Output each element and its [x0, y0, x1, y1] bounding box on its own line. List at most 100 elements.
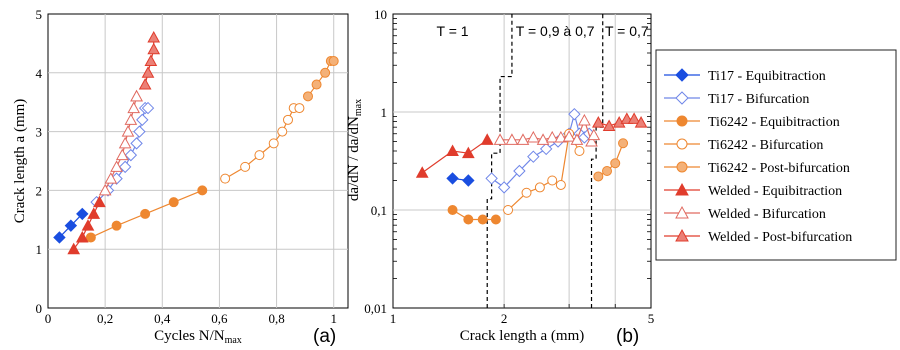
legend-swatch-marker: [675, 205, 689, 219]
panel-b-region-annotation: T = 0,7: [605, 23, 649, 39]
panel-b-point: [554, 130, 568, 143]
panel-b-point: [516, 133, 530, 145]
panel-a-point: [87, 207, 101, 219]
panel-a-point: [67, 242, 81, 255]
panel-b-point: [602, 166, 613, 177]
panel-b-series-line: [421, 139, 488, 174]
panel-b-ylabel-sub: max: [353, 99, 364, 116]
panel-a-point: [81, 219, 95, 231]
panel-b-point: [493, 133, 507, 145]
panel-b-point: [539, 142, 553, 156]
panel-b-point: [634, 116, 648, 128]
panel-a-point: [130, 137, 143, 150]
panel-b-point: [570, 133, 584, 145]
panel-a-x-tick-label: 1: [330, 311, 337, 326]
panel-a-point: [303, 91, 313, 102]
panel-b-y-tick-label: 0,01: [364, 301, 387, 316]
panel-b-point: [490, 214, 501, 225]
panel-b-region-divider-2: [590, 14, 604, 308]
legend-entry-label: Ti17 - Equibitraction: [708, 69, 826, 84]
panel-a-point: [168, 197, 179, 208]
panel-b-point: [585, 134, 598, 147]
legend-entry-label: Ti17 - Bifurcation: [708, 92, 809, 107]
panel-a-point: [283, 114, 293, 125]
legend-entry-label: Ti6242 - Bifurcation: [708, 138, 823, 153]
panel-b-region-divider-1: [486, 14, 513, 308]
panel-b-point: [555, 179, 566, 190]
panel-a-point: [140, 208, 151, 219]
panel-b-point: [503, 205, 514, 215]
legend-swatch-marker: [676, 138, 688, 150]
panel-a-point: [111, 220, 122, 231]
panel-b-point: [527, 150, 540, 163]
panel-b-point: [547, 175, 558, 186]
panel-b-regions: T = 1 T = 0,9 à 0,7 T = 0,7: [437, 14, 649, 308]
panel-b-point: [574, 145, 585, 156]
panel-b-point: [610, 158, 621, 169]
panel-b-point: [536, 133, 550, 145]
panel-b-point: [627, 112, 641, 124]
panel-a-point: [75, 230, 89, 243]
panel-a-x-tick-label: 0,8: [268, 311, 284, 326]
panel-b-point: [534, 182, 545, 193]
panel-a-point: [121, 125, 135, 137]
panel-b-point: [587, 128, 601, 141]
legend-entry-label: Welded - Equibitraction: [708, 184, 842, 199]
panel-a-point: [53, 231, 66, 244]
panel-b-point: [591, 116, 605, 128]
panel-b-point: [446, 144, 459, 156]
panel-a-point: [136, 113, 149, 127]
legend-entry-label: Welded - Post-bifurcation: [708, 230, 852, 245]
panel-a-point: [220, 173, 231, 184]
panel-a-point: [240, 161, 251, 172]
panel-a-x-tick-label: 0,6: [211, 311, 228, 326]
panel-b-series-line: [598, 143, 624, 177]
panel-a-y-tick-label: 3: [36, 125, 43, 140]
panel-b-point: [578, 113, 591, 126]
panel-b-point: [447, 205, 458, 215]
panel-b-series: [415, 107, 648, 225]
panel-b-point: [461, 146, 475, 159]
panel-b-point: [505, 133, 519, 145]
panel-a-point: [141, 66, 155, 78]
panel-a-point: [254, 150, 265, 161]
panel-a-x-tick-label: 0,2: [97, 311, 113, 326]
panel-a-point: [277, 126, 288, 137]
panel-b-point: [477, 214, 488, 225]
panel-a-point: [118, 136, 132, 149]
panel-b-plot-area: [392, 13, 652, 309]
panel-a-y-tick-label: 2: [36, 183, 43, 198]
panel-b-x-tick-label: 2: [501, 311, 508, 326]
legend-items: Ti17 - Equibitraction Ti17 - Bifurcation T…: [664, 68, 852, 245]
panel-b-region-annotation: T = 0,9 à 0,7: [516, 23, 595, 39]
legend: Ti17 - Equibitraction Ti17 - Bifurcation T…: [655, 49, 897, 261]
panel-a-xlabel-main: Cycles N/N: [154, 328, 225, 344]
panel-b-point: [618, 138, 629, 149]
panel-a-x-tick-label: 0: [45, 311, 52, 326]
panel-b-point: [463, 214, 474, 225]
panel-b-x-tick-label: 5: [648, 311, 655, 326]
panel-a-point: [115, 148, 129, 161]
panel-b-point: [446, 172, 459, 185]
legend-entry-label: Welded - Bifurcation: [708, 207, 826, 222]
panel-b-y-tick-label: 10: [374, 7, 387, 22]
panel-a-point: [144, 54, 158, 67]
panel-a-point: [320, 67, 331, 78]
panel-a-xlabel: Cycles N/Nmax: [154, 328, 242, 346]
panel-b-ylabel-main: da/dN / da/dN: [346, 116, 362, 201]
panel-a-point: [133, 125, 146, 138]
panel-b-region-annotation: T = 1: [437, 23, 469, 39]
legend-swatch-marker: [675, 182, 689, 196]
panel-a-point: [130, 89, 143, 102]
panel-a-point: [104, 172, 118, 184]
panel-a-point: [110, 160, 123, 172]
panel-b-point: [593, 171, 604, 182]
legend-entry-label: Ti6242 - Post-bifurcation: [708, 161, 850, 176]
panel-a-point: [127, 101, 141, 114]
panel-a-point: [268, 138, 279, 149]
panel-b-point: [602, 119, 616, 131]
legend-box: [655, 49, 897, 261]
panel-a-point: [76, 207, 89, 221]
panel-a-point: [93, 195, 106, 208]
